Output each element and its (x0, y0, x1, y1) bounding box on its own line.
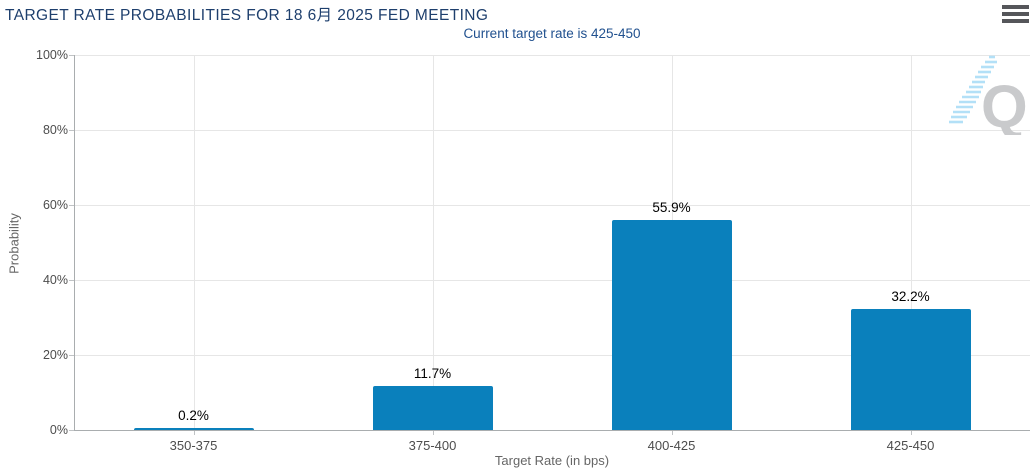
category-gridline (432, 55, 434, 430)
y-axis-title: Probability (6, 213, 22, 274)
y-tick-label: 0% (49, 423, 68, 437)
y-axis-line (74, 55, 75, 430)
x-axis-line (74, 430, 1030, 431)
probability-bar (372, 386, 493, 430)
y-axis-tick (69, 55, 74, 56)
watermark-q-letter: Q (981, 73, 1028, 135)
y-axis-tick (69, 355, 74, 356)
y-gridline (74, 130, 1030, 131)
probability-bar (611, 220, 732, 430)
probability-bar (850, 309, 971, 430)
x-category-label: 400-425 (647, 438, 696, 453)
watermark-q-logo: Q (949, 55, 1028, 135)
category-gridline (910, 55, 912, 430)
x-category-label: 425-450 (886, 438, 935, 453)
hamburger-bar (1002, 5, 1029, 9)
y-axis-tick (69, 430, 74, 431)
chart-subtitle: Current target rate is 425-450 (463, 26, 641, 41)
bar-value-label: 55.9% (652, 200, 691, 216)
probability-bar (133, 428, 254, 430)
y-axis-tick (69, 130, 74, 131)
x-axis-tick (193, 430, 195, 435)
y-gridline (74, 355, 1030, 356)
x-category-label: 375-400 (408, 438, 457, 453)
y-gridline (74, 55, 1030, 56)
y-tick-label: 20% (42, 348, 68, 362)
y-tick-label: 100% (36, 48, 68, 62)
y-tick-label: 80% (42, 123, 68, 137)
y-gridline (74, 280, 1030, 281)
y-tick-label: 60% (42, 198, 68, 212)
bar-value-label: 0.2% (178, 408, 209, 423)
y-gridline (74, 205, 1030, 206)
category-gridline (193, 55, 195, 430)
hamburger-menu-icon[interactable] (1002, 5, 1029, 23)
bar-value-label: 11.7% (413, 366, 452, 382)
bar-value-label: 32.2% (891, 289, 930, 305)
y-axis-tick (69, 280, 74, 281)
x-category-label: 350-375 (169, 438, 218, 453)
x-axis-title: Target Rate (in bps) (494, 453, 610, 468)
hamburger-bar (1002, 19, 1029, 23)
x-axis-tick (432, 430, 434, 435)
y-axis-tick (69, 205, 74, 206)
y-tick-label: 40% (42, 273, 68, 287)
chart-title: TARGET RATE PROBABILITIES FOR 18 6月 2025… (5, 7, 489, 24)
hamburger-bar (1002, 12, 1029, 16)
x-axis-tick (671, 430, 673, 435)
x-axis-tick (910, 430, 912, 435)
